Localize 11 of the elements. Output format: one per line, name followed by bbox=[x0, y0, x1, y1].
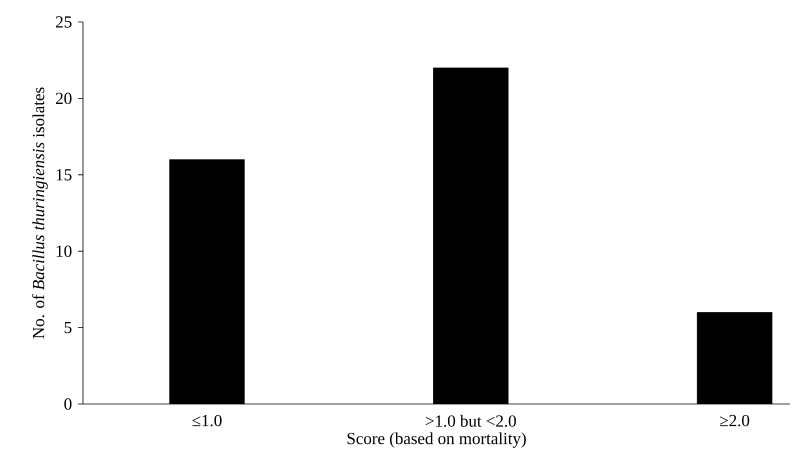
y-tick-label: 15 bbox=[56, 169, 72, 180]
y-axis-title: No. of Bacillus thuringiensis isolates bbox=[32, 88, 48, 339]
y-tick-label: 0 bbox=[64, 398, 72, 410]
y-tick-label: 25 bbox=[56, 16, 72, 28]
x-tick-label: ≤1.0 bbox=[192, 414, 222, 426]
x-tick-label: >1.0 but <2.0 bbox=[426, 414, 516, 427]
x-axis-title: Score (based on mortality) bbox=[348, 432, 526, 448]
y-tick-label: 5 bbox=[64, 322, 72, 334]
x-tick-label: ≥2.0 bbox=[720, 414, 750, 426]
y-tick-label: 10 bbox=[56, 245, 72, 257]
y-tick-label: 20 bbox=[56, 92, 72, 104]
